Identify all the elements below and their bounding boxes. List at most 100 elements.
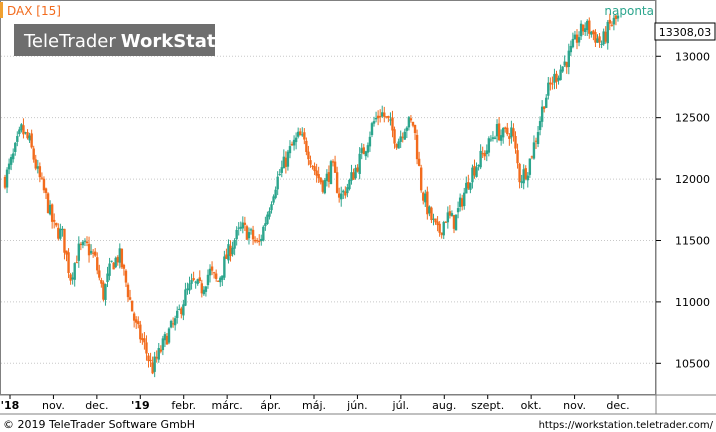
- candle-body: [280, 167, 283, 173]
- candle-body: [89, 250, 93, 254]
- candle-body: [55, 222, 58, 226]
- candle-body: [53, 219, 56, 222]
- candle-body: [352, 172, 355, 180]
- candle-body: [348, 179, 351, 190]
- x-tick-label: ápr.: [260, 399, 281, 412]
- candle-body: [22, 125, 25, 135]
- candle-body: [227, 244, 230, 261]
- candle-body: [323, 179, 327, 194]
- candle-body: [221, 275, 224, 280]
- candle-body: [262, 226, 265, 241]
- candle-body: [483, 152, 486, 157]
- candle-body: [573, 34, 577, 40]
- candle-body: [340, 193, 343, 200]
- candle-body: [319, 177, 322, 183]
- candle-body: [120, 248, 124, 268]
- candle-body: [188, 283, 191, 291]
- candle-body: [286, 151, 290, 167]
- candle-body: [405, 127, 409, 131]
- candle-body: [182, 304, 185, 316]
- candle-body: [387, 115, 390, 119]
- x-tick-label: nov.: [563, 399, 586, 412]
- candle-body: [219, 277, 222, 283]
- candle-body: [3, 177, 7, 188]
- candle-body: [569, 45, 573, 53]
- x-tick-label: febr.: [171, 399, 196, 412]
- copyright-text: © 2019 TeleTrader Software GmbH: [3, 418, 195, 431]
- candle-body: [63, 228, 66, 253]
- candle-body: [118, 248, 122, 263]
- x-tick-label: dec.: [85, 399, 108, 412]
- candle-body: [600, 43, 603, 45]
- x-tick-label: jún.: [346, 399, 368, 412]
- candle-body: [266, 214, 269, 224]
- candle-body: [239, 226, 242, 229]
- candle-body: [538, 121, 542, 131]
- candle-body: [85, 241, 89, 243]
- candle-body: [194, 281, 197, 283]
- candle-body: [91, 252, 95, 254]
- candle-body: [399, 136, 402, 142]
- candle-body: [452, 215, 456, 229]
- x-tick-label: '18: [1, 399, 20, 412]
- candle-body: [606, 21, 609, 44]
- candle-body: [608, 19, 611, 24]
- candle-body: [303, 132, 306, 140]
- candle-body: [255, 240, 259, 242]
- last-value-label: 13308,03: [659, 26, 712, 39]
- candle-body: [235, 229, 238, 240]
- candle-body: [223, 256, 226, 278]
- candle-body: [171, 323, 175, 325]
- candle-body: [522, 169, 525, 184]
- candle-body: [430, 207, 433, 221]
- watermark-text: TeleTrader WorkStation: [23, 31, 247, 52]
- candle-body: [553, 73, 556, 83]
- x-tick-label: szept.: [471, 399, 504, 412]
- candle-body: [374, 118, 378, 120]
- candle-body: [354, 168, 357, 179]
- candle-body: [434, 218, 437, 223]
- candle-body: [411, 121, 415, 126]
- candle-body: [547, 82, 550, 96]
- x-tick-label: okt.: [521, 399, 542, 412]
- candle-body: [485, 150, 488, 155]
- x-tick-label: '19: [131, 399, 150, 412]
- candle-body: [506, 127, 509, 135]
- candle-body: [440, 232, 443, 235]
- candle-body: [426, 191, 429, 215]
- frequency-label[interactable]: naponta: [604, 4, 654, 18]
- candle-body: [59, 228, 62, 239]
- candle-body: [278, 174, 281, 176]
- candle-body: [251, 229, 255, 240]
- candle-body: [588, 20, 591, 34]
- candle-body: [100, 280, 103, 284]
- watermark-product: WorkStation: [121, 31, 247, 52]
- candle-body: [567, 50, 570, 68]
- candle-body: [190, 280, 193, 284]
- chart-title: DAX [15]: [7, 4, 61, 18]
- candle-body: [358, 153, 361, 174]
- candle-body: [422, 192, 425, 201]
- candle-body: [477, 164, 480, 167]
- candle-body: [565, 62, 568, 68]
- candle-body: [50, 204, 54, 222]
- plot-area: [0, 0, 656, 395]
- candle-body: [112, 262, 115, 270]
- candle-body: [475, 167, 478, 177]
- footer-link[interactable]: https://workstation.teletrader.com/: [539, 420, 714, 431]
- candle-body: [137, 321, 140, 325]
- candle-body: [530, 156, 534, 158]
- candle-body: [454, 214, 458, 231]
- candle-body: [71, 277, 74, 280]
- candle-body: [604, 31, 607, 42]
- candle-body: [524, 168, 527, 179]
- candle-body: [586, 20, 589, 31]
- candle-body: [583, 28, 587, 32]
- candle-body: [32, 148, 35, 160]
- candle-body: [44, 188, 48, 193]
- candle-body: [57, 227, 60, 239]
- candle-body: [409, 118, 413, 121]
- candle-body: [260, 238, 263, 241]
- candle-body: [210, 266, 214, 271]
- candle-body: [417, 158, 421, 166]
